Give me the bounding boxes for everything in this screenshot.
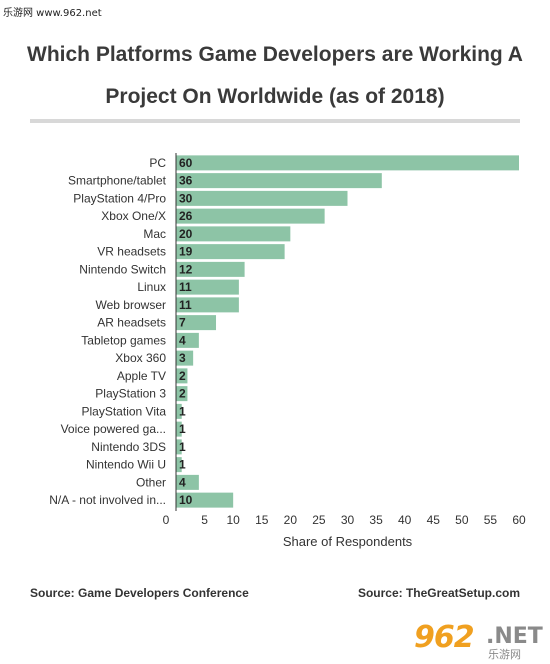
x-tick-label: 55	[484, 513, 498, 527]
data-label: 1	[179, 458, 186, 472]
bar	[176, 386, 188, 402]
category-label: PlayStation 4/Pro	[73, 191, 166, 205]
category-label: Smartphone/tablet	[68, 174, 167, 188]
category-label: Linux	[137, 280, 166, 294]
logo-main: 962	[414, 620, 475, 655]
x-tick-label: 30	[341, 513, 355, 527]
x-tick-label: 10	[226, 513, 240, 527]
chart-title-line-1: Which Platforms Game Developers are Work…	[27, 43, 523, 66]
x-tick-label: 15	[255, 513, 269, 527]
x-tick-label: 40	[398, 513, 412, 527]
x-tick-label: 0	[163, 513, 170, 527]
category-label: Mac	[143, 227, 166, 241]
data-label: 2	[179, 369, 186, 383]
bar	[176, 492, 234, 508]
category-label: Nintendo Switch	[79, 262, 166, 276]
data-label: 11	[179, 280, 192, 294]
bar	[176, 155, 519, 171]
bar	[176, 439, 182, 455]
footer-source-left: Source: Game Developers Conference	[30, 586, 249, 600]
bar	[176, 261, 245, 277]
category-label: Nintendo Wii U	[86, 458, 166, 472]
data-label: 20	[179, 227, 193, 241]
category-label: Tabletop games	[81, 333, 166, 347]
data-label: 1	[179, 404, 186, 418]
bar	[176, 332, 199, 348]
bar	[176, 457, 182, 473]
x-tick-label: 50	[455, 513, 469, 527]
footer-source-right: Source: TheGreatSetup.com	[357, 586, 520, 600]
category-label: PlayStation 3	[95, 387, 166, 401]
logo-sub: 乐游网	[488, 649, 521, 661]
bar	[176, 421, 182, 437]
bar	[176, 173, 382, 189]
x-axis-label: Share of Respondents	[283, 534, 413, 549]
data-label: 4	[179, 475, 186, 489]
category-label: VR headsets	[97, 245, 166, 259]
x-tick-label: 35	[369, 513, 383, 527]
category-label: Other	[136, 475, 166, 489]
x-tick-label: 5	[201, 513, 208, 527]
data-label: 11	[179, 298, 192, 312]
category-label: Web browser	[96, 298, 166, 312]
data-label: 26	[179, 209, 193, 223]
data-label: 1	[179, 422, 186, 436]
bar	[176, 297, 239, 313]
category-label: AR headsets	[97, 316, 166, 330]
bar	[176, 350, 194, 366]
x-tick-label: 60	[512, 513, 526, 527]
category-label: Xbox 360	[115, 351, 166, 365]
category-label: PlayStation Vita	[82, 404, 167, 418]
x-tick-label: 45	[427, 513, 441, 527]
x-tick-label: 20	[284, 513, 298, 527]
bar	[176, 474, 199, 490]
category-label: Apple TV	[117, 369, 166, 383]
x-tick-label: 25	[312, 513, 326, 527]
bar	[176, 226, 291, 242]
data-label: 60	[179, 156, 193, 170]
data-label: 4	[179, 333, 186, 347]
bar	[176, 190, 348, 206]
data-label: 12	[179, 262, 193, 276]
data-label: 2	[179, 387, 186, 401]
watermark-text: 乐游网 www.962.net	[3, 8, 102, 19]
bar	[176, 279, 239, 295]
data-label: 30	[179, 191, 193, 205]
title-divider	[30, 119, 520, 123]
data-label: 3	[179, 351, 186, 365]
bar	[176, 368, 188, 384]
category-label: N/A - not involved in...	[49, 493, 166, 507]
logo-suffix: .NET	[486, 624, 543, 649]
data-label: 19	[179, 245, 193, 259]
data-label: 7	[179, 316, 186, 330]
data-label: 36	[179, 174, 193, 188]
bar	[176, 208, 325, 224]
category-label: Xbox One/X	[101, 209, 166, 223]
bar	[176, 315, 217, 331]
category-label: PC	[149, 156, 166, 170]
bar	[176, 244, 285, 260]
data-label: 10	[179, 493, 193, 507]
bar	[176, 403, 182, 419]
chart-title-line-2: Project On Worldwide (as of 2018)	[105, 85, 445, 108]
category-label: Nintendo 3DS	[91, 440, 166, 454]
category-label: Voice powered ga...	[61, 422, 166, 436]
data-label: 1	[179, 440, 186, 454]
site-logo: 962 .NET 乐游网	[414, 620, 544, 661]
